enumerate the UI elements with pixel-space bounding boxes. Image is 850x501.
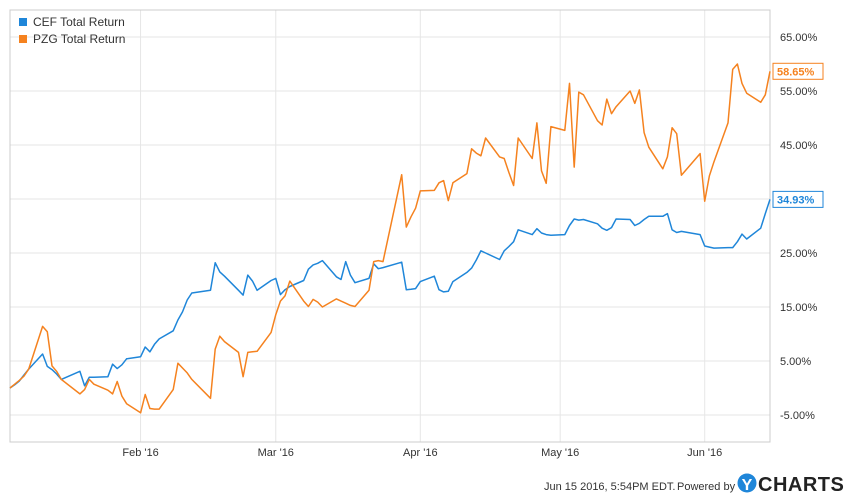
legend-swatch xyxy=(19,35,27,43)
ycharts-logo-circle xyxy=(737,473,757,493)
footer: Jun 15 2016, 5:54PM EDT. Powered by Y CH… xyxy=(544,473,845,497)
y-grid xyxy=(10,36,770,416)
x-grid xyxy=(140,10,706,442)
y-tick-label: 45.00% xyxy=(780,140,818,152)
end-label-box xyxy=(772,62,824,80)
y-tick-label: 15.00% xyxy=(780,302,818,314)
legend-item-label: CEF Total Return xyxy=(33,15,125,29)
end-label-box xyxy=(772,190,824,208)
end-labels: 34.93% 58.65% xyxy=(772,62,824,208)
footer-powered-by: Powered by xyxy=(677,481,736,493)
y-tick-label: 25.00% xyxy=(780,248,818,260)
plot-frame xyxy=(9,9,771,443)
series-line-cef xyxy=(9,199,771,389)
x-tick-label: Apr '16 xyxy=(403,447,438,459)
footer-timestamp: Jun 15 2016, 5:54PM EDT. xyxy=(544,481,675,493)
ycharts-logo-text: CHARTS xyxy=(758,474,844,496)
series-layer xyxy=(9,63,771,414)
x-tick-label: Feb '16 xyxy=(122,447,158,459)
ycharts-logo-y: Y xyxy=(742,477,753,494)
end-label-value: 34.93% xyxy=(777,194,815,206)
end-label-value: 58.65% xyxy=(777,66,815,78)
y-tick-label: 5.00% xyxy=(780,356,811,368)
legend-item-label: PZG Total Return xyxy=(33,32,125,46)
x-tick-label: May '16 xyxy=(541,447,579,459)
legend-swatch xyxy=(19,18,27,26)
x-tick-label: Mar '16 xyxy=(258,447,294,459)
x-tick-label: Jun '16 xyxy=(687,447,722,459)
y-tick-label: -5.00% xyxy=(780,410,815,422)
ycharts-logo[interactable]: Y CHARTS xyxy=(737,473,845,497)
y-tick-label: 65.00% xyxy=(780,32,818,44)
series-line-pzg xyxy=(9,63,771,414)
x-axis: Feb '16 Mar '16 Apr '16 May '16 Jun '16 xyxy=(122,447,722,459)
legend: CEF Total Return PZG Total Return xyxy=(19,15,125,46)
y-tick-label: 55.00% xyxy=(780,86,818,98)
